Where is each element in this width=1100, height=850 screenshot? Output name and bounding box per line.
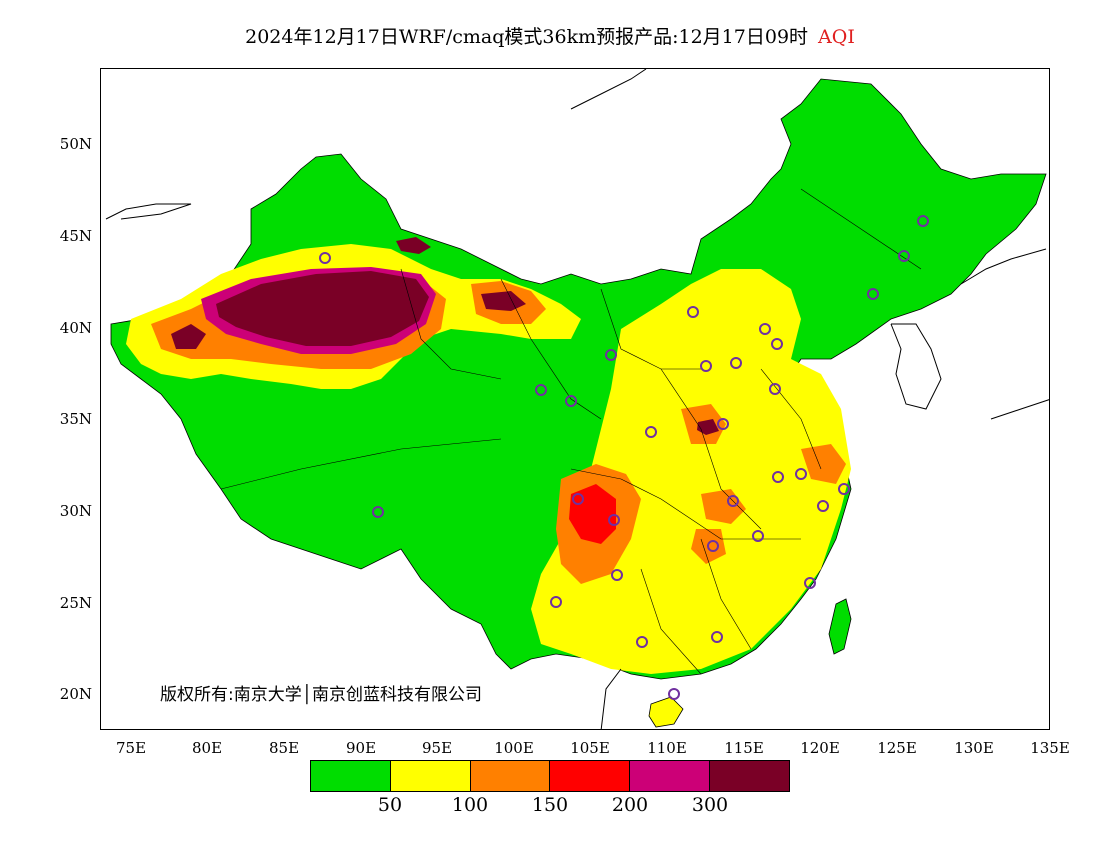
hainan-island	[648, 696, 684, 728]
other-coastlines	[105, 69, 647, 729]
x-tick-75E: 75E	[115, 739, 147, 757]
y-tick-25N: 25N	[59, 594, 92, 612]
legend-label-200: 200	[611, 794, 649, 816]
legend-label-300: 300	[691, 794, 729, 816]
x-tick-130E: 130E	[954, 739, 994, 757]
x-tick-125E: 125E	[877, 739, 917, 757]
legend-swatch-2	[390, 761, 471, 791]
region-maroon-kashgar	[171, 324, 206, 349]
legend-label-50: 50	[377, 794, 403, 816]
x-tick-100E: 100E	[494, 739, 534, 757]
y-tick-40N: 40N	[59, 319, 92, 337]
region-orange-hubei	[701, 489, 746, 524]
station-markers	[319, 215, 929, 700]
aqi-color-legend	[310, 760, 790, 792]
legend-swatch-5	[630, 761, 711, 791]
x-tick-80E: 80E	[191, 739, 223, 757]
region-maroon-hubei	[697, 419, 719, 435]
x-tick-95E: 95E	[421, 739, 453, 757]
map-frame	[100, 68, 1050, 730]
legend-swatch-4	[550, 761, 631, 791]
y-tick-30N: 30N	[59, 502, 92, 520]
taiwan-island	[828, 598, 852, 655]
aqi-map	[105, 69, 1049, 729]
region-maroon-tarim	[216, 271, 429, 346]
title-variable: AQI	[818, 26, 855, 48]
legend-swatch-6	[710, 761, 789, 791]
x-tick-135E: 135E	[1030, 739, 1070, 757]
region-maroon-north	[396, 237, 431, 254]
korea-japan-coastline	[890, 248, 1049, 420]
legend-swatch-3	[470, 761, 551, 791]
legend-label-100: 100	[451, 794, 489, 816]
x-tick-115E: 115E	[724, 739, 764, 757]
copyright-text: 版权所有:南京大学│南京创蓝科技有限公司	[160, 685, 482, 705]
x-tick-120E: 120E	[800, 739, 840, 757]
x-tick-110E: 110E	[647, 739, 687, 757]
x-tick-105E: 105E	[570, 739, 610, 757]
legend-label-150: 150	[531, 794, 569, 816]
province-borders	[220, 188, 922, 675]
x-tick-85E: 85E	[268, 739, 300, 757]
region-red-sichuan	[569, 484, 616, 544]
map-title: 2024年12月17日WRF/cmaq模式36km预报产品:12月17日09时 A…	[0, 22, 1100, 49]
y-tick-35N: 35N	[59, 410, 92, 428]
y-tick-20N: 20N	[59, 685, 92, 703]
x-tick-90E: 90E	[345, 739, 377, 757]
region-orange-jiangsu	[801, 444, 846, 484]
y-tick-45N: 45N	[59, 227, 92, 245]
title-main: 2024年12月17日WRF/cmaq模式36km预报产品:12月17日09时	[245, 26, 809, 48]
y-tick-50N: 50N	[59, 135, 92, 153]
legend-swatch-1	[311, 761, 391, 791]
